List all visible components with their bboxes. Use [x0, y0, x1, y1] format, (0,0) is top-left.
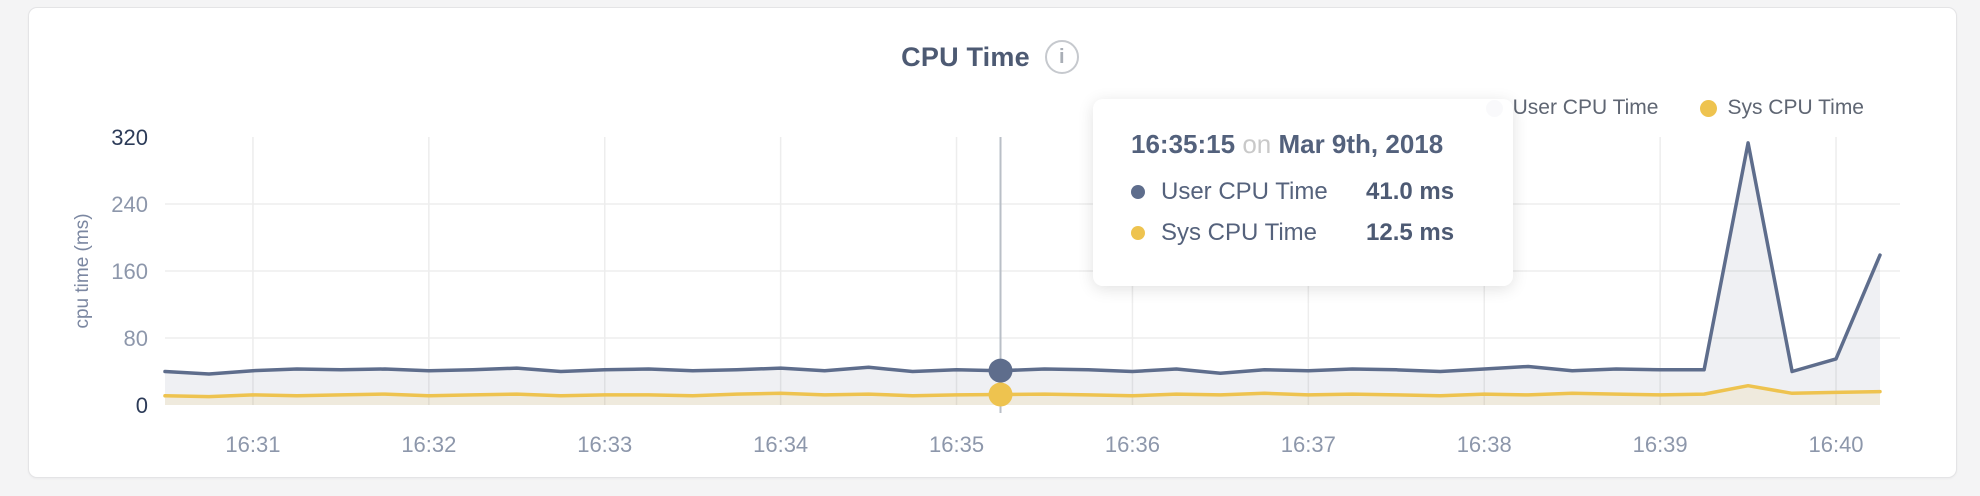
svg-text:16:40: 16:40 [1808, 432, 1863, 457]
svg-text:16:38: 16:38 [1457, 432, 1512, 457]
chart-title: CPU Time [901, 41, 1030, 72]
chart-legend: User CPU Time Sys CPU Time [1485, 96, 1864, 120]
svg-text:160: 160 [111, 259, 148, 284]
tooltip-label-user: User CPU Time [1161, 178, 1328, 205]
svg-text:16:35: 16:35 [929, 432, 984, 457]
svg-text:320: 320 [111, 125, 148, 150]
tooltip-row-user: User CPU Time 41.0 ms [1131, 178, 1483, 206]
svg-text:16:36: 16:36 [1105, 432, 1160, 457]
tooltip-dot-user-icon [1131, 185, 1145, 199]
svg-text:16:37: 16:37 [1281, 432, 1336, 457]
legend-item-sys-cpu-time[interactable]: Sys CPU Time [1700, 96, 1864, 120]
svg-text:80: 80 [124, 326, 148, 351]
legend-label-sys: Sys CPU Time [1727, 96, 1864, 119]
tooltip-conjunction: on [1242, 129, 1272, 159]
tooltip-value-user: 41.0 ms [1366, 178, 1455, 205]
legend-dot-sys-icon [1700, 99, 1718, 117]
tooltip-label-sys: Sys CPU Time [1161, 219, 1318, 246]
svg-text:16:32: 16:32 [401, 432, 456, 457]
tooltip-dot-sys-icon [1131, 226, 1145, 240]
chart-header: CPU Time i [0, 40, 1980, 74]
svg-text:16:31: 16:31 [225, 432, 280, 457]
svg-text:cpu time (ms): cpu time (ms) [72, 213, 93, 328]
svg-text:16:39: 16:39 [1633, 432, 1688, 457]
tooltip-value-sys: 12.5 ms [1366, 219, 1455, 246]
svg-text:240: 240 [111, 192, 148, 217]
svg-text:16:33: 16:33 [577, 432, 632, 457]
legend-label-user: User CPU Time [1512, 96, 1659, 119]
svg-text:0: 0 [136, 393, 148, 418]
chart-tooltip: 16:35:15 on Mar 9th, 2018 User CPU Time … [1093, 99, 1513, 286]
tooltip-timestamp: 16:35:15 on Mar 9th, 2018 [1131, 129, 1483, 160]
svg-text:16:34: 16:34 [753, 432, 808, 457]
tooltip-time: 16:35:15 [1131, 129, 1236, 159]
info-icon[interactable]: i [1044, 40, 1079, 74]
tooltip-date: Mar 9th, 2018 [1278, 129, 1444, 159]
tooltip-row-sys: Sys CPU Time 12.5 ms [1131, 219, 1483, 247]
